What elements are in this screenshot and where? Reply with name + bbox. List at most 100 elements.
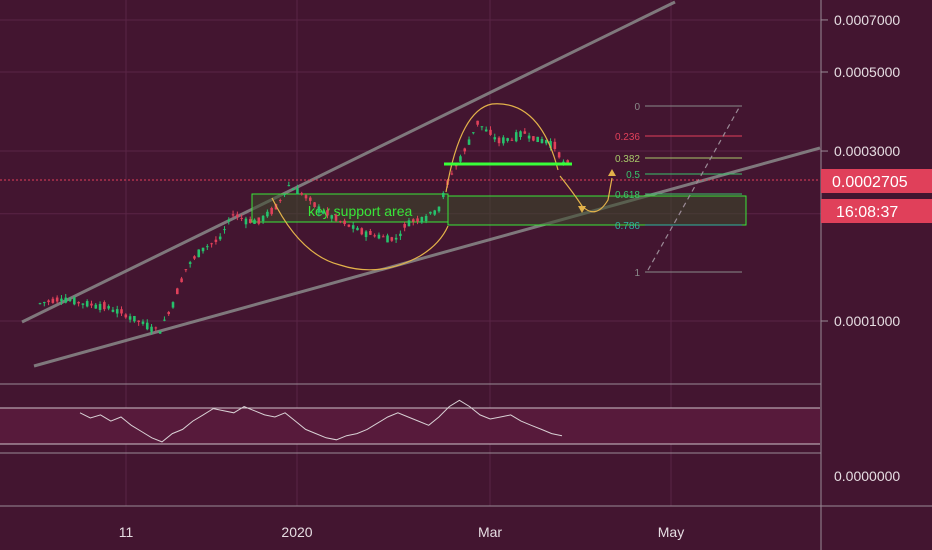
projection-arrow-up <box>608 169 616 176</box>
candle <box>158 330 162 334</box>
candle-body <box>386 235 389 243</box>
candle <box>210 242 213 248</box>
candle <box>321 210 325 215</box>
candle <box>544 139 548 146</box>
candle-body <box>309 197 312 201</box>
fib-level-label: 0.236 <box>615 132 640 143</box>
candle-body <box>407 220 411 227</box>
candle-body <box>38 303 42 305</box>
candle-body <box>442 192 445 198</box>
candle <box>206 244 209 250</box>
candle <box>450 170 454 176</box>
candle-body <box>218 236 222 240</box>
candle-body <box>184 269 188 271</box>
candle <box>150 324 153 335</box>
candle-body <box>472 132 475 134</box>
rsi-zero-label: 0.0000000 <box>834 468 900 484</box>
candle <box>60 295 63 305</box>
candle <box>411 218 415 226</box>
candle-body <box>111 309 115 312</box>
candle <box>476 120 479 127</box>
candle-body <box>347 224 351 227</box>
candle-body <box>493 137 497 140</box>
trendlines <box>21 0 821 368</box>
candle <box>557 151 561 159</box>
cup-left-curve <box>271 197 449 271</box>
fib-level-label: 0 <box>634 102 640 113</box>
candle-body <box>223 229 226 231</box>
candle <box>467 136 471 146</box>
candle <box>137 320 140 326</box>
candle-body <box>373 235 376 237</box>
candle <box>403 221 406 232</box>
candle-body <box>158 331 162 334</box>
candle-body <box>313 202 316 207</box>
lower-trendline[interactable] <box>33 146 821 368</box>
candle <box>154 326 158 332</box>
candle <box>171 301 175 309</box>
candle <box>68 297 72 303</box>
candle <box>73 295 76 306</box>
candle <box>356 226 359 231</box>
candle-body <box>304 195 308 199</box>
candle <box>416 215 419 225</box>
candle-body <box>201 247 205 252</box>
grid <box>0 0 821 506</box>
candle <box>519 130 522 140</box>
upper-trendline[interactable] <box>21 0 676 324</box>
candle-body <box>236 214 239 218</box>
candle <box>296 184 299 195</box>
candle <box>326 207 329 219</box>
candle <box>107 304 110 311</box>
candle-body <box>510 139 514 141</box>
candle <box>38 302 42 305</box>
candle <box>278 198 282 204</box>
candle-body <box>339 221 342 223</box>
candle-body <box>343 220 346 225</box>
candle <box>236 211 239 221</box>
candle <box>317 204 321 217</box>
candle-body <box>523 131 527 134</box>
candle <box>484 126 488 132</box>
candle-body <box>253 219 256 224</box>
fib-level-label: 0.618 <box>615 190 640 201</box>
candle <box>390 236 394 242</box>
candle <box>120 306 123 316</box>
x-axis-ticks: Oct112020MarMay <box>119 524 685 540</box>
candle <box>287 181 291 187</box>
candle-body <box>141 321 145 324</box>
candle-body <box>73 297 76 305</box>
candle <box>493 133 497 143</box>
candle <box>407 217 411 227</box>
candle <box>429 211 432 215</box>
support-label: key support area <box>308 203 412 219</box>
candle <box>339 220 342 224</box>
candle <box>291 187 295 190</box>
candle-body <box>300 193 303 195</box>
support-zone: key support area <box>251 193 747 226</box>
fib-level-label: 0.5 <box>626 170 640 181</box>
candle-body <box>103 302 106 310</box>
candle-body <box>390 237 394 241</box>
candle-body <box>519 131 522 138</box>
candle <box>532 136 535 142</box>
candle <box>433 209 436 216</box>
candle <box>184 269 188 273</box>
candle <box>90 300 93 309</box>
candle-body <box>55 297 59 302</box>
candle-body <box>557 152 561 158</box>
candle <box>369 228 372 236</box>
y-tick-label-2: 0.0003000 <box>834 143 900 159</box>
candle-body <box>145 322 149 330</box>
candle-body <box>240 217 243 219</box>
candle-body <box>197 249 201 258</box>
candle-body <box>98 304 102 310</box>
candles <box>38 120 569 335</box>
candle <box>197 249 201 258</box>
candle-body <box>326 210 329 216</box>
candle <box>343 218 346 227</box>
candle <box>257 217 261 226</box>
candle-body <box>163 319 166 321</box>
